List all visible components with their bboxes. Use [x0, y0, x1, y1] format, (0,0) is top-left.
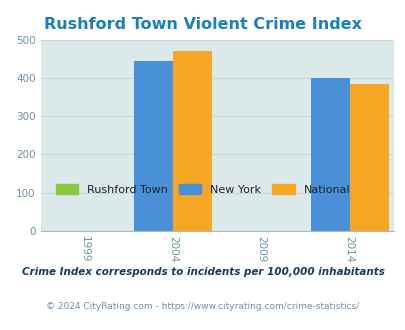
- Bar: [310, 78, 349, 231]
- Bar: [134, 61, 173, 231]
- Text: © 2024 CityRating.com - https://www.cityrating.com/crime-statistics/: © 2024 CityRating.com - https://www.city…: [46, 302, 359, 312]
- Text: Crime Index corresponds to incidents per 100,000 inhabitants: Crime Index corresponds to incidents per…: [21, 267, 384, 277]
- Bar: [349, 83, 388, 231]
- Bar: [173, 51, 211, 231]
- Text: Rushford Town Violent Crime Index: Rushford Town Violent Crime Index: [44, 17, 361, 32]
- Legend: Rushford Town, New York, National: Rushford Town, New York, National: [51, 180, 354, 199]
